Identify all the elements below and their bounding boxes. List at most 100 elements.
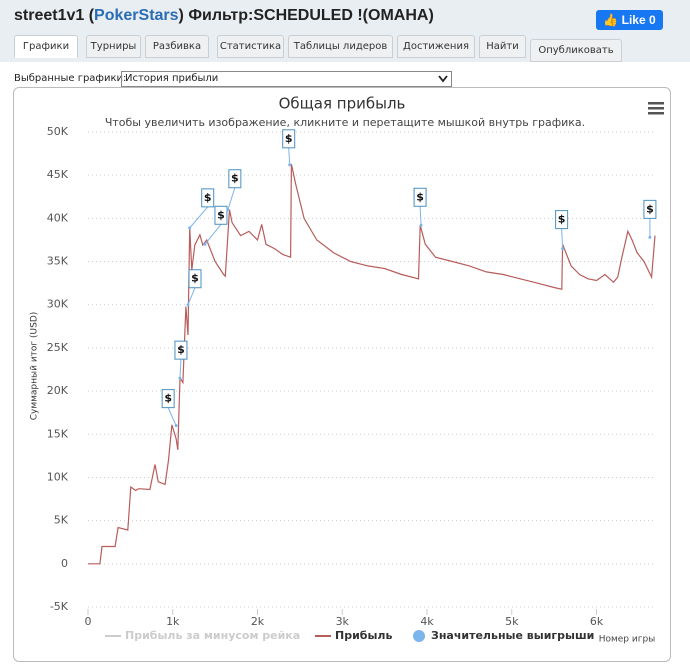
x-tick-label: 4k (420, 615, 434, 628)
x-tick-label: 2k (251, 615, 265, 628)
y-tick-label: -5K (50, 600, 69, 613)
selector-value: История прибыли (125, 73, 219, 84)
flag-label: $ (164, 392, 172, 405)
big-win-flag: $ (188, 188, 215, 230)
big-win-flag: $ (413, 187, 427, 227)
flag-connector (187, 287, 196, 305)
profit-line (88, 163, 656, 565)
chart: Общая прибыль Чтобы увеличить изображение… (30, 95, 664, 645)
y-axis-label: Суммарный итог (USD) (30, 312, 40, 421)
flag-connector (419, 206, 422, 226)
flag-box (161, 389, 175, 409)
y-tick-label: 30K (47, 298, 69, 311)
big-win-point (226, 208, 230, 212)
big-win-point (186, 303, 190, 307)
big-win-flag: $ (226, 169, 242, 212)
site-link[interactable]: PokerStars (94, 7, 179, 24)
chart-subtitle: Чтобы увеличить изображение, кликните и … (105, 116, 585, 129)
legend-label[interactable]: Прибыль (335, 629, 392, 642)
x-tick-label: 6k (590, 615, 604, 628)
like-count: 0 (648, 13, 656, 27)
big-win-point (203, 242, 207, 246)
selector-label: Выбранные графики: (14, 73, 127, 84)
flag-label: $ (231, 172, 239, 185)
header-bar: street1v1 (PokerStars) Фильтр:SCHEDULED … (0, 0, 690, 62)
dropdown-arrow (438, 75, 448, 83)
tab[interactable]: Статистика (217, 35, 284, 58)
title-suffix: ) Фильтр:SCHEDULED !(OMAHA) (178, 7, 434, 24)
chart-panel: Общая прибыль Чтобы увеличить изображение… (13, 87, 671, 662)
y-tick-label: 50K (47, 125, 69, 138)
x-tick-label: 1k (166, 615, 180, 628)
flag-label: $ (558, 213, 566, 226)
flag-label: $ (217, 208, 225, 221)
y-tick-label: 10K (47, 470, 69, 483)
tab[interactable]: Достижения (397, 35, 475, 58)
y-tick-label: 40K (47, 211, 69, 224)
page-title: street1v1 (PokerStars) Фильтр:SCHEDULED … (14, 7, 434, 25)
legend-label[interactable]: Прибыль за минусом рейка (125, 629, 300, 642)
flag-connector (561, 228, 564, 249)
big-win-flag: $ (282, 129, 296, 167)
flag-box (214, 205, 228, 225)
flag-label: $ (285, 132, 293, 145)
title-prefix: street1v1 ( (14, 7, 95, 24)
big-win-point (188, 226, 192, 230)
tab[interactable]: Опубликовать (530, 39, 622, 62)
big-win-flag: $ (643, 199, 657, 239)
big-win-point (178, 376, 182, 380)
big-win-flag: $ (203, 205, 228, 246)
flag-label: $ (646, 202, 654, 215)
flag-box (282, 129, 296, 149)
big-win-flag: $ (186, 269, 202, 307)
legend-swatch (413, 630, 425, 642)
flag-connector (167, 407, 177, 426)
big-win-point (561, 247, 565, 251)
flag-connector (189, 206, 209, 229)
big-win-flag: $ (555, 210, 569, 251)
x-axis-label: Номер игры (599, 635, 656, 645)
x-tick-label: 0 (85, 615, 92, 628)
flag-label: $ (191, 272, 199, 285)
tab[interactable]: Графики (14, 35, 78, 58)
legend-label[interactable]: Значительные выигрыши (431, 629, 594, 642)
flag-box (643, 199, 657, 219)
y-tick-label: 35K (47, 255, 69, 268)
flag-box (228, 169, 242, 189)
y-tick-label: 25K (47, 341, 69, 354)
like-label: Like (621, 13, 646, 27)
y-tick-label: 45K (47, 168, 69, 181)
flag-box (188, 269, 202, 289)
big-win-point (648, 235, 652, 239)
like-button[interactable]: 👍 Like 0 (596, 10, 663, 30)
flag-label: $ (204, 191, 212, 204)
big-win-flag: $ (174, 340, 188, 380)
chart-selector[interactable]: История прибыли (121, 71, 452, 87)
big-win-point (288, 163, 292, 167)
tab[interactable]: Турниры (86, 35, 141, 58)
menu-icon[interactable] (648, 102, 664, 115)
x-tick-label: 3k (336, 615, 350, 628)
y-tick-label: 5K (54, 514, 69, 527)
big-win-flag: $ (161, 389, 178, 428)
x-tick-label: 5k (505, 615, 519, 628)
flag-connector (288, 147, 291, 165)
flag-label: $ (416, 190, 424, 203)
y-tick-label: 0 (61, 557, 68, 570)
tab[interactable]: Найти (479, 35, 526, 58)
big-win-point (174, 424, 178, 428)
flag-connector (179, 359, 182, 379)
flag-box (555, 210, 569, 230)
flag-connector (204, 223, 222, 245)
flag-label: $ (177, 343, 185, 356)
big-win-point (419, 223, 423, 227)
y-tick-label: 20K (47, 384, 69, 397)
flag-connector (227, 187, 236, 210)
tab[interactable]: Таблицы лидеров (288, 35, 393, 58)
flag-box (174, 340, 188, 360)
chart-title: Общая прибыль (279, 95, 406, 113)
tab[interactable]: Разбивка (145, 35, 209, 58)
y-tick-label: 15K (47, 427, 69, 440)
flag-box (413, 187, 427, 207)
